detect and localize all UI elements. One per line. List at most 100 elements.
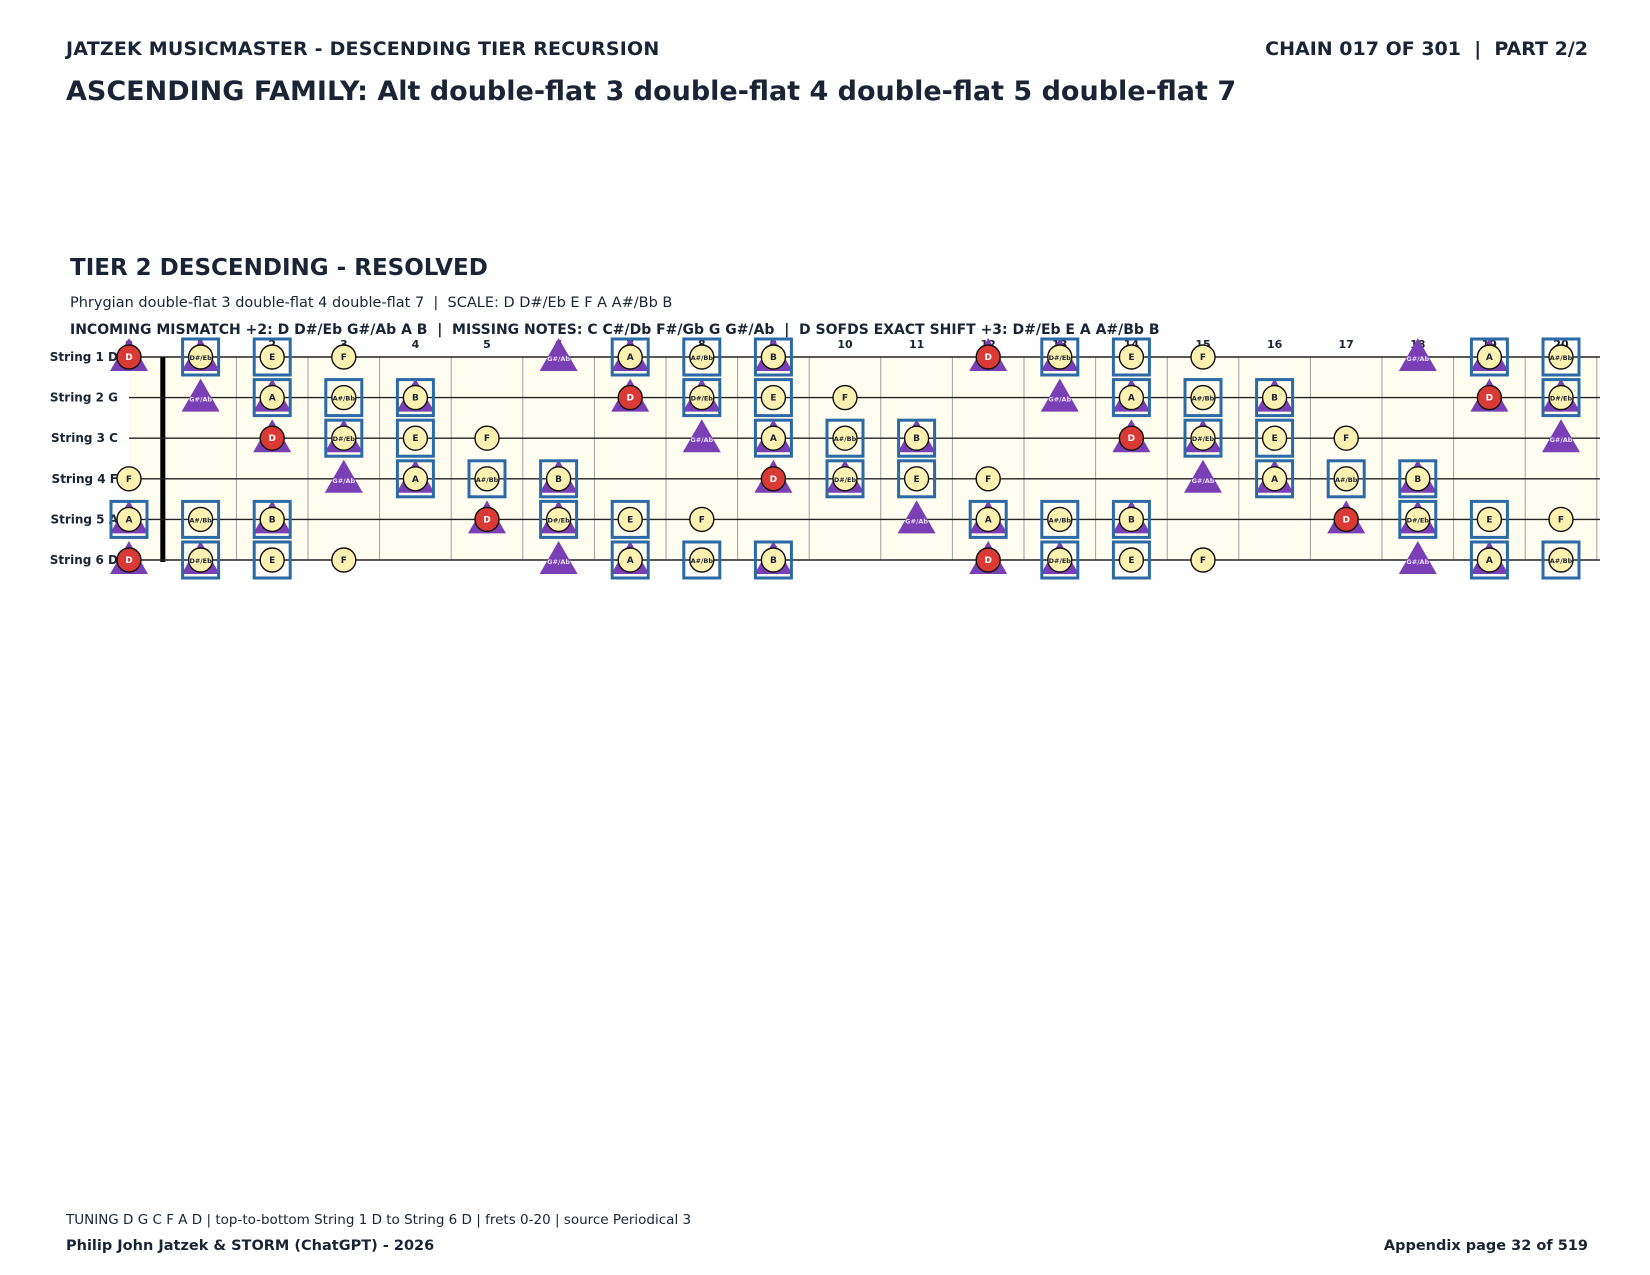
note-marker: F bbox=[116, 466, 142, 492]
note-label: B bbox=[555, 475, 562, 485]
note-marker: D bbox=[468, 500, 506, 534]
scale-note-circle bbox=[760, 344, 787, 370]
scale-note-circle bbox=[1333, 425, 1359, 451]
fret-number: 5 bbox=[483, 338, 491, 351]
note-label: D#/Eb bbox=[834, 476, 857, 484]
scale-note-circle bbox=[1190, 384, 1216, 411]
shift-box bbox=[1469, 499, 1509, 539]
scale-note-circle bbox=[1261, 384, 1288, 411]
note-marker: D bbox=[1327, 500, 1366, 534]
shift-box bbox=[753, 337, 793, 377]
note-marker: D#/Eb bbox=[181, 337, 221, 377]
scale-note-circle bbox=[832, 466, 858, 492]
scale-note-circle bbox=[545, 506, 572, 533]
note-label: A bbox=[1486, 353, 1493, 363]
note-label: A bbox=[412, 475, 419, 485]
note-marker: E bbox=[1111, 540, 1151, 580]
root-note-circle bbox=[617, 384, 643, 411]
shift-box bbox=[897, 418, 937, 458]
scale-note-circle bbox=[1118, 384, 1145, 411]
note-label: A bbox=[985, 515, 992, 525]
shift-box bbox=[610, 337, 650, 377]
fret-number: 10 bbox=[837, 338, 853, 351]
note-label: D bbox=[626, 394, 633, 404]
root-note-circle bbox=[760, 466, 787, 492]
note-label: A#/Bb bbox=[1550, 354, 1573, 362]
string-label: String 3 C bbox=[51, 431, 118, 445]
note-label: G#/Ab bbox=[1406, 355, 1429, 363]
scale-note-circle bbox=[1118, 506, 1145, 533]
note-label: B bbox=[269, 515, 276, 525]
shift-box bbox=[1255, 378, 1295, 418]
scale-note-circle bbox=[689, 547, 715, 573]
note-marker: F bbox=[689, 506, 715, 533]
note-label: B bbox=[913, 434, 920, 444]
scale-note-circle bbox=[116, 506, 142, 533]
note-label: G#/Ab bbox=[547, 355, 570, 363]
note-marker: D#/Eb bbox=[825, 459, 865, 499]
note-label: D#/Eb bbox=[691, 395, 714, 403]
note-marker: D bbox=[969, 541, 1008, 574]
note-label: A#/Bb bbox=[834, 435, 857, 443]
scale-note-circle bbox=[903, 425, 930, 451]
note-label: D#/Eb bbox=[333, 435, 356, 443]
scale-note-circle bbox=[474, 466, 500, 492]
shift-box bbox=[324, 378, 364, 418]
note-label: D bbox=[1128, 434, 1135, 444]
scale-note-circle bbox=[1047, 547, 1073, 573]
note-label: E bbox=[269, 556, 275, 566]
note-label: F bbox=[126, 475, 132, 485]
scale-note-circle bbox=[1190, 425, 1216, 451]
note-label: D bbox=[268, 434, 275, 444]
scale-note-circle bbox=[689, 506, 715, 533]
note-label: A bbox=[627, 353, 634, 363]
mismatch-triangle bbox=[1398, 541, 1437, 574]
string-label: String 1 D bbox=[50, 350, 118, 364]
note-marker: F bbox=[1548, 506, 1574, 533]
note-label: F bbox=[699, 515, 705, 525]
shift-box bbox=[1040, 499, 1080, 539]
note-marker: F bbox=[1333, 425, 1359, 451]
note-marker: B bbox=[1111, 499, 1151, 539]
root-note-circle bbox=[1333, 506, 1359, 533]
note-marker: A#/Bb bbox=[825, 418, 865, 458]
mismatch-triangle bbox=[682, 419, 721, 453]
fret-number: 4 bbox=[412, 338, 420, 351]
note-marker: B bbox=[1255, 378, 1295, 418]
scale-note-circle bbox=[1405, 506, 1431, 533]
shift-box bbox=[682, 337, 722, 377]
scale-note-circle bbox=[832, 425, 858, 451]
mismatch-triangle bbox=[897, 500, 936, 534]
note-label: D#/Eb bbox=[189, 354, 212, 362]
note-marker: D#/Eb bbox=[1040, 337, 1080, 377]
note-marker: G#/Ab bbox=[324, 459, 363, 493]
shift-box bbox=[1541, 337, 1581, 377]
note-label: F bbox=[341, 353, 347, 363]
scale-note-circle bbox=[402, 425, 429, 451]
note-marker: B bbox=[753, 337, 793, 377]
scale-note-circle bbox=[1190, 547, 1216, 573]
note-marker: A#/Bb bbox=[1326, 459, 1366, 499]
shift-box bbox=[109, 499, 149, 539]
note-marker: A#/Bb bbox=[1541, 540, 1581, 580]
note-marker: E bbox=[753, 378, 793, 418]
shift-box bbox=[1040, 337, 1080, 377]
note-marker: A#/Bb bbox=[682, 540, 722, 580]
note-label: F bbox=[1343, 434, 1349, 444]
note-label: A bbox=[1486, 556, 1493, 566]
scale-note-circle bbox=[259, 506, 285, 533]
note-label: D bbox=[984, 353, 991, 363]
scale-note-circle bbox=[1476, 547, 1503, 573]
note-marker: D#/Eb bbox=[324, 418, 364, 458]
scale-note-circle bbox=[116, 466, 142, 492]
note-label: A#/Bb bbox=[333, 395, 356, 403]
note-marker: F bbox=[331, 344, 357, 370]
page-number: Appendix page 32 of 519 bbox=[1383, 1238, 1588, 1254]
note-label: F bbox=[1200, 556, 1206, 566]
scale-note-circle bbox=[1548, 547, 1574, 573]
note-label: F bbox=[842, 394, 848, 404]
note-marker: E bbox=[610, 499, 650, 539]
note-label: B bbox=[770, 556, 777, 566]
note-label: D#/Eb bbox=[1192, 435, 1215, 443]
note-label: D bbox=[125, 556, 132, 566]
